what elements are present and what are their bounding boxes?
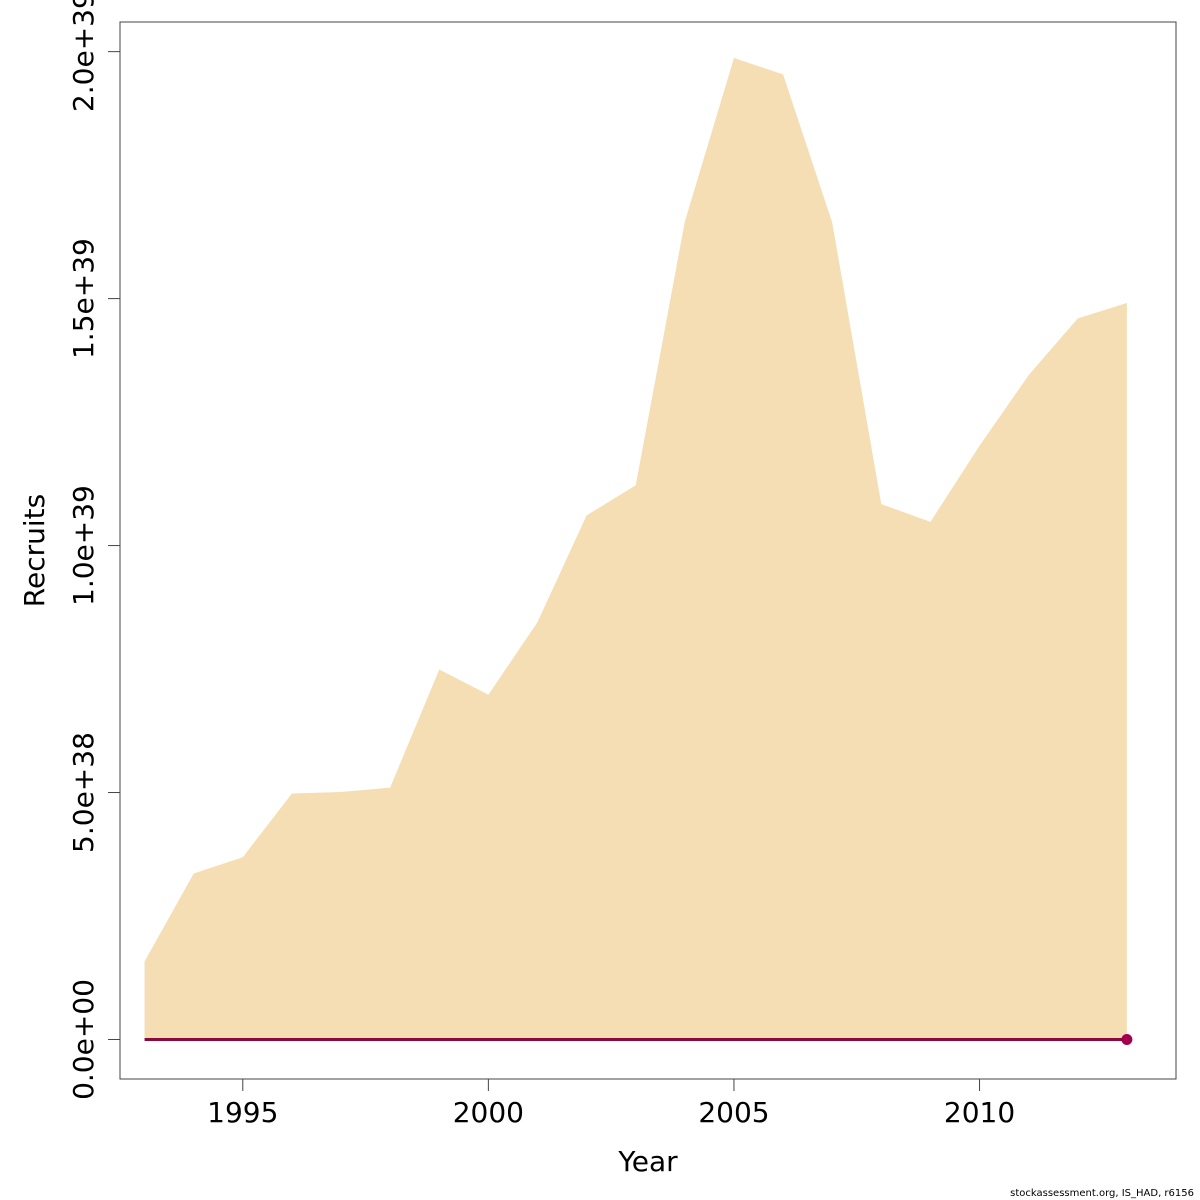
x-tick-label: 2000: [453, 1096, 524, 1129]
y-axis: 0.0e+00 5.0e+38 1.0e+39 1.5e+39 2.0e+39: [67, 0, 121, 1100]
x-axis-label: Year: [617, 1145, 678, 1178]
chart-marks: [144, 58, 1133, 1045]
y-tick-label: 0.0e+00: [67, 979, 100, 1100]
y-tick-label: 1.0e+39: [67, 485, 100, 606]
y-tick-label: 1.5e+39: [67, 238, 100, 359]
x-tick-label: 2010: [944, 1096, 1015, 1129]
footer-credit: stockassessment.org, IS_HAD, r6156: [1010, 1188, 1194, 1199]
x-tick-label: 1995: [207, 1096, 278, 1129]
y-axis-label: Recruits: [18, 494, 51, 607]
x-tick-label: 2005: [698, 1096, 769, 1129]
y-tick-label: 5.0e+38: [67, 732, 100, 853]
confidence-band-area: [144, 58, 1127, 1040]
last-year-point: [1121, 1033, 1133, 1045]
x-axis: 1995 2000 2005 2010: [207, 1078, 1015, 1129]
y-tick-label: 2.0e+39: [67, 0, 100, 112]
